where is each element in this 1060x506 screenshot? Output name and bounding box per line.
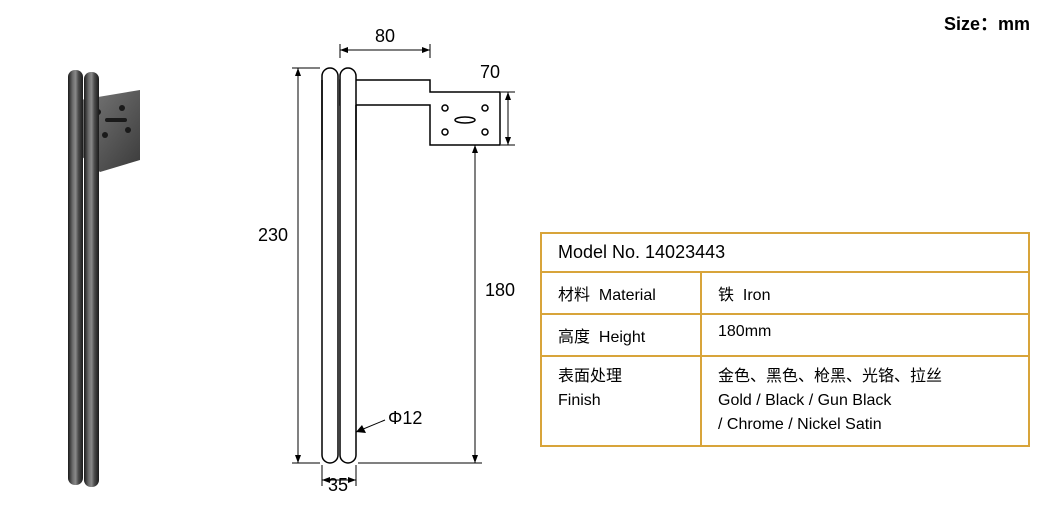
finish-label: 表面处理Finish xyxy=(541,356,701,446)
table-row: 材料 Material 铁 Iron xyxy=(541,272,1029,314)
material-label: 材料 Material xyxy=(541,272,701,314)
technical-drawing: 80 70 230 180 Φ12 35 xyxy=(280,30,530,490)
dim-base-width: 35 xyxy=(328,475,348,496)
model-number: Model No. 14023443 xyxy=(541,233,1029,272)
dim-bracket-flange: 70 xyxy=(480,62,500,83)
height-value: 180mm xyxy=(701,314,1029,356)
size-unit-label: Size：mm xyxy=(944,10,1030,36)
dim-leg-height: 180 xyxy=(485,280,515,301)
material-value: 铁 Iron xyxy=(701,272,1029,314)
table-row: 表面处理Finish 金色、黑色、枪黑、光铬、拉丝 Gold / Black /… xyxy=(541,356,1029,446)
finish-value: 金色、黑色、枪黑、光铬、拉丝 Gold / Black / Gun Black … xyxy=(701,356,1029,446)
dim-bracket-width: 80 xyxy=(375,26,395,47)
dim-overall-height: 230 xyxy=(258,225,288,246)
spec-table: Model No. 14023443 材料 Material 铁 Iron 高度… xyxy=(540,232,1030,447)
product-photo xyxy=(50,60,150,490)
spec-header-row: Model No. 14023443 xyxy=(541,233,1029,272)
table-row: 高度 Height 180mm xyxy=(541,314,1029,356)
height-label: 高度 Height xyxy=(541,314,701,356)
dim-diameter: Φ12 xyxy=(388,408,422,429)
